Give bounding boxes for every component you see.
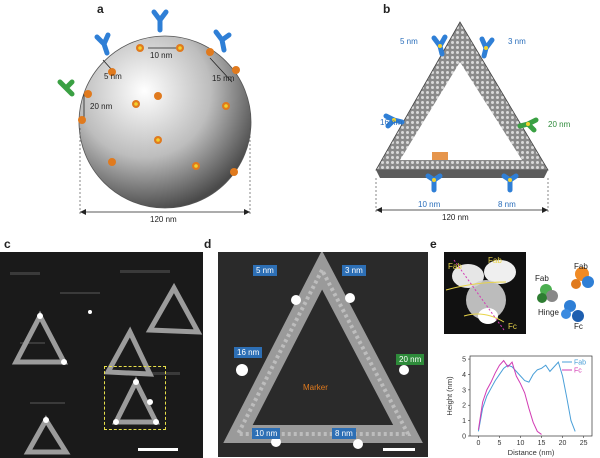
y-tick-label: 4 xyxy=(462,372,466,379)
antibody-blue-top xyxy=(151,9,169,33)
dim-15nm: 15 nm xyxy=(212,74,235,83)
y-tick-label: 0 xyxy=(462,434,466,441)
antibody-green-left xyxy=(57,79,75,97)
y-tick-label: 1 xyxy=(462,418,466,425)
dim-10nm: 10 nm xyxy=(150,51,173,60)
width-120nm-b: 120 nm xyxy=(442,213,469,222)
y-tick-label: 5 xyxy=(462,357,466,364)
d-tag-3nm: 3 nm xyxy=(342,265,366,276)
plot-frame xyxy=(469,355,593,437)
model-label-fab-right: Fab xyxy=(574,262,588,271)
y-tick-label: 2 xyxy=(462,403,466,410)
d-tag-5nm: 5 nm xyxy=(253,265,277,276)
dim-20nm: 20 nm xyxy=(90,102,113,111)
panel-d-label: d xyxy=(204,237,212,251)
afm-label-fab2: Fab xyxy=(488,256,502,265)
height-profile-chart: 0 5 10 15 20 25 0 1 2 3 4 5 Distance (nm) Height (nm)… xyxy=(445,355,593,457)
model-label-fc: Fc xyxy=(574,322,583,331)
antibody-blue-left xyxy=(94,32,111,56)
x-tick-label: 0 xyxy=(476,440,480,447)
x-tick-label: 5 xyxy=(497,440,501,447)
y-tick-label: 3 xyxy=(462,387,466,394)
panel-c-label: c xyxy=(4,237,11,251)
d-marker-label: Marker xyxy=(303,383,328,392)
sphere-illustration xyxy=(57,9,252,216)
b-label-5nm: 5 nm xyxy=(400,37,418,46)
b-label-16nm: 16 nm xyxy=(380,118,403,127)
b-label-8nm: 8 nm xyxy=(498,200,516,209)
afm-overview-image xyxy=(0,252,203,458)
afm-antibody-image xyxy=(444,252,526,334)
zoom-region-box xyxy=(104,366,166,430)
x-axis-label: Distance (nm) xyxy=(508,448,555,457)
d-tag-16nm: 16 nm xyxy=(234,347,263,358)
antibody-blue-topright xyxy=(213,29,232,53)
x-tick-label: 10 xyxy=(517,440,525,447)
x-tick-label: 20 xyxy=(559,440,567,447)
b-label-20nm: 20 nm xyxy=(548,120,571,129)
series-line-fab xyxy=(477,361,576,432)
x-tick-label: 15 xyxy=(538,440,546,447)
scale-bar-d xyxy=(383,448,415,451)
panel-e-label: e xyxy=(430,237,437,251)
d-tag-8nm: 8 nm xyxy=(332,428,356,439)
scale-bar-c xyxy=(138,448,178,451)
dim-5nm: 5 nm xyxy=(104,72,122,81)
d-tag-20nm: 20 nm xyxy=(396,354,425,365)
legend-label-fc: Fc xyxy=(574,368,582,375)
panel-a-label: a xyxy=(97,2,104,16)
b-label-3nm: 3 nm xyxy=(508,37,526,46)
x-tick-label: 25 xyxy=(580,440,588,447)
afm-label-fab1: Fab xyxy=(448,262,462,271)
model-label-fab-left: Fab xyxy=(535,274,549,283)
series-line-fc xyxy=(477,359,542,435)
legend-label-fab: Fab xyxy=(574,360,586,367)
model-label-hinge: Hinge xyxy=(538,308,559,317)
width-120nm-a: 120 nm xyxy=(150,215,177,224)
antibody-structure-model xyxy=(537,267,594,322)
panel-b-label: b xyxy=(383,2,391,16)
b-label-10nm: 10 nm xyxy=(418,200,441,209)
afm-label-fc: Fc xyxy=(508,322,517,331)
y-axis-label: Height (nm) xyxy=(445,376,454,416)
d-tag-10nm: 10 nm xyxy=(252,428,281,439)
dna-triangle-illustration xyxy=(375,21,549,214)
